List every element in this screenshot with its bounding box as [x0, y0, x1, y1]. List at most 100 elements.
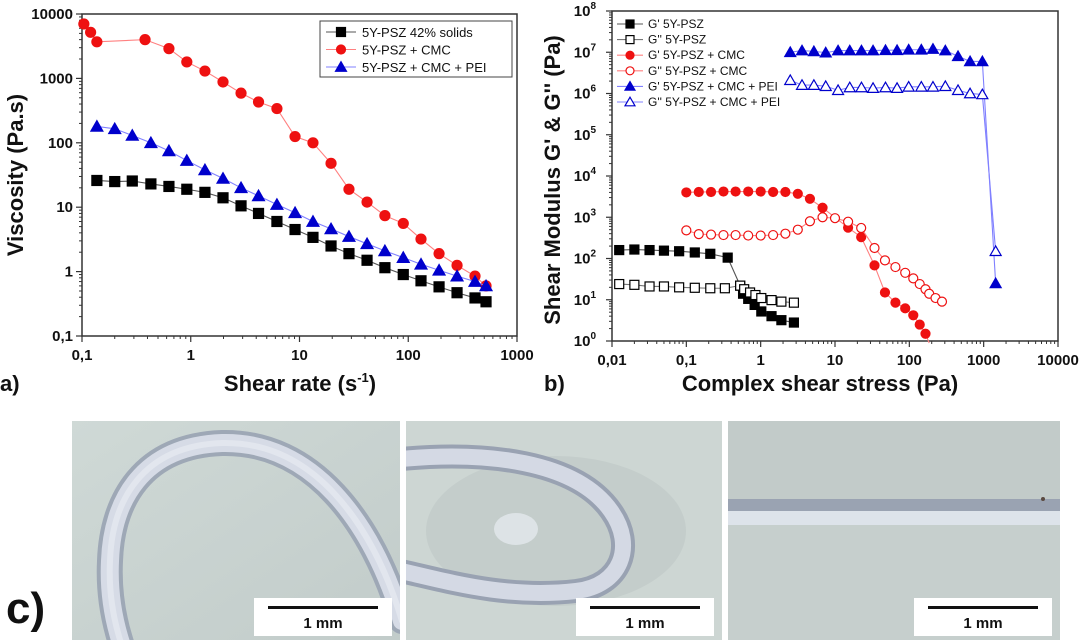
data-point: [396, 250, 411, 263]
data-point: [975, 87, 989, 100]
data-point: [271, 215, 283, 228]
data-point: [878, 80, 893, 93]
data-point: [109, 175, 121, 188]
data-point: [890, 297, 901, 308]
chart-a-xlabel: Shear rate (s-1): [224, 370, 376, 396]
x-tick-label: 100: [897, 352, 922, 369]
data-point: [776, 296, 787, 307]
y-tick-label: 108: [574, 1, 597, 20]
y-tick-label: 0,1: [52, 328, 73, 345]
data-point: [856, 232, 867, 243]
data-point: [807, 78, 821, 90]
data-point: [143, 135, 158, 149]
data-point: [271, 102, 283, 115]
data-point: [674, 282, 685, 293]
data-point: [145, 178, 157, 190]
data-point: [397, 268, 409, 281]
series-line: [96, 125, 487, 287]
y-tick-label: 100: [48, 135, 73, 152]
panel-label-c: c): [6, 584, 46, 633]
legend-item: G' 5Y-PSZ: [617, 17, 704, 31]
data-point: [842, 216, 854, 227]
data-point: [289, 130, 301, 143]
data-point: [289, 223, 301, 236]
data-point: [766, 311, 777, 322]
data-point: [963, 87, 977, 99]
data-point: [908, 310, 919, 321]
data-point: [658, 245, 670, 256]
data-point: [658, 281, 670, 292]
y-tick-label: 106: [574, 84, 597, 103]
legend-marker: [334, 60, 348, 72]
data-point: [324, 221, 339, 235]
x-tick-label: 0,01: [597, 352, 626, 369]
x-tick-label: 100: [396, 347, 421, 364]
data-point: [819, 79, 833, 92]
legend-marker: [623, 80, 637, 91]
scale-bar: [268, 606, 378, 609]
data-point: [807, 44, 821, 57]
data-point: [325, 157, 337, 169]
data-point: [360, 236, 375, 250]
data-point: [199, 186, 211, 198]
data-point: [843, 44, 857, 56]
data-point: [343, 183, 355, 195]
data-point: [831, 44, 845, 56]
series-g-5y-psz-cmc: [681, 212, 948, 307]
legend-label: G'' 5Y-PSZ + CMC: [648, 64, 747, 78]
data-point: [451, 287, 463, 299]
data-point: [215, 171, 231, 184]
data-point: [722, 252, 733, 263]
data-point: [989, 276, 1003, 289]
data-point: [718, 229, 729, 241]
data-point: [199, 65, 211, 77]
data-point: [743, 186, 754, 197]
chart-a-ticks: 0,1 1 10 100 1000 0,1 1 10 100 1000 10000: [31, 6, 533, 364]
y-tick-label: 107: [574, 42, 597, 61]
photo-straight-filament: 1 mm: [728, 421, 1060, 640]
y-tick-label: 105: [574, 125, 597, 144]
data-point: [413, 257, 429, 270]
y-tick-label: 103: [574, 207, 597, 226]
data-point: [783, 45, 797, 58]
x-tick-label: 10000: [1037, 352, 1079, 369]
data-point: [325, 240, 337, 252]
data-point: [614, 278, 625, 290]
legend-marker: [625, 50, 635, 60]
data-point: [755, 230, 766, 241]
data-point: [161, 143, 176, 157]
data-point: [914, 43, 928, 55]
chart-b-xlabel: Complex shear stress (Pa): [682, 371, 958, 396]
y-tick-label: 100: [574, 331, 597, 350]
data-point: [305, 214, 321, 227]
data-point: [902, 43, 916, 55]
data-point: [89, 119, 104, 132]
scale-bar-box: 1 mm: [254, 598, 392, 636]
data-point: [433, 248, 445, 260]
legend-label: 5Y-PSZ + CMC + PEI: [362, 60, 487, 75]
data-point: [788, 297, 800, 308]
legend-marker: [625, 19, 635, 29]
data-point: [926, 80, 940, 92]
data-point: [379, 262, 391, 274]
data-point: [629, 244, 640, 255]
legend-label: G'' 5Y-PSZ + CMC + PEI: [648, 95, 780, 109]
data-point: [920, 328, 931, 339]
data-point: [843, 80, 857, 93]
data-point: [163, 180, 175, 193]
data-point: [85, 26, 97, 38]
data-point: [179, 153, 194, 166]
data-point: [878, 43, 893, 56]
data-point: [705, 283, 716, 294]
x-tick-label: 10: [291, 347, 308, 364]
data-point: [78, 18, 90, 30]
series-line: [790, 79, 997, 252]
data-point: [908, 273, 919, 284]
data-point: [719, 283, 730, 294]
data-point: [693, 229, 704, 240]
data-point: [869, 242, 880, 254]
legend-item: G'' 5Y-PSZ + CMC: [617, 64, 747, 78]
legend-label: G'' 5Y-PSZ: [648, 33, 706, 47]
series-g-5y-psz-cmc-pei: [783, 73, 1003, 257]
